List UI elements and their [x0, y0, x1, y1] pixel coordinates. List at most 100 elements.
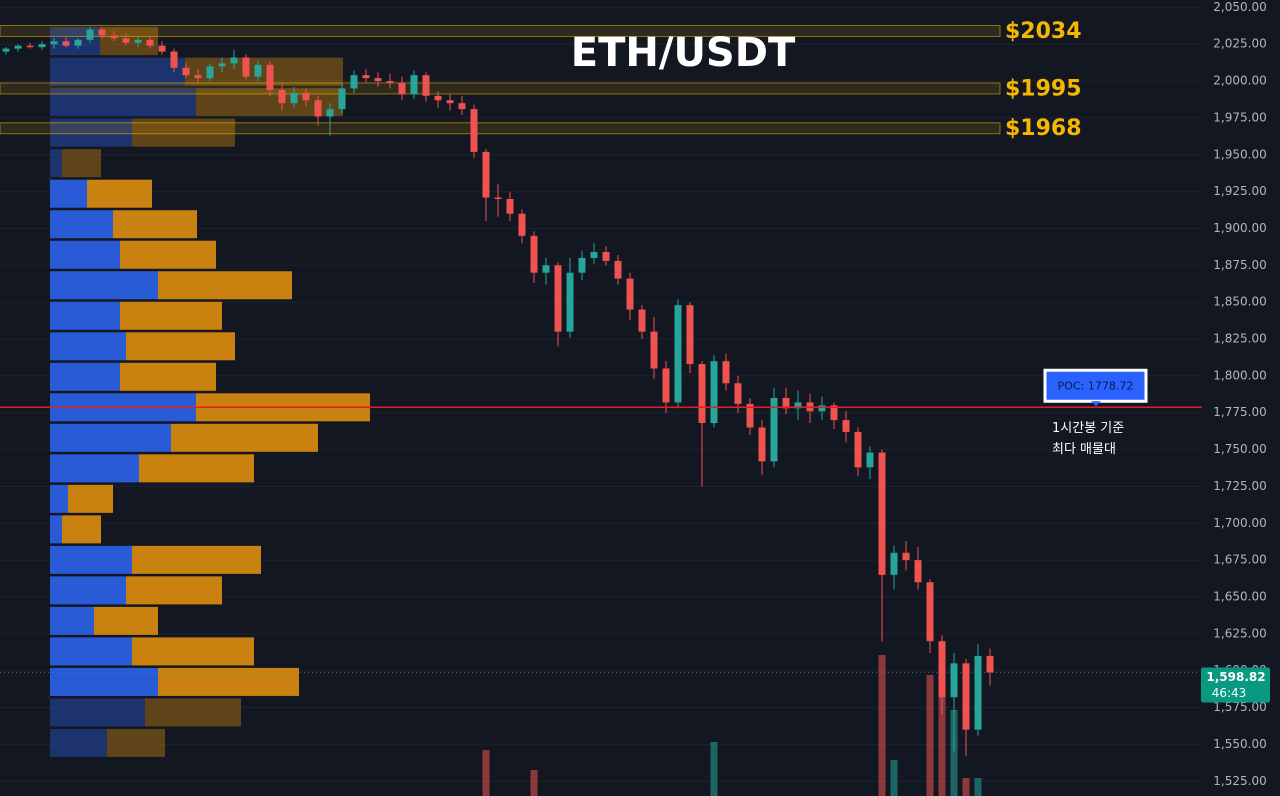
profile-sell	[62, 149, 101, 178]
candle-body	[110, 35, 118, 39]
profile-buy	[50, 332, 126, 361]
profile-buy	[50, 118, 132, 147]
candle-body	[302, 92, 310, 101]
profile-sell	[158, 271, 292, 300]
profile-buy	[50, 88, 196, 117]
candle-body	[470, 109, 478, 152]
y-tick-label: 2,050.00	[1213, 0, 1266, 14]
candle-body	[746, 403, 754, 428]
profile-sell	[145, 698, 241, 727]
poc-label: POC: 1778.72	[1058, 379, 1134, 392]
y-tick-label: 1,875.00	[1213, 258, 1266, 272]
profile-buy	[50, 728, 107, 757]
profile-sell	[132, 545, 261, 574]
volume-bar	[878, 655, 886, 796]
profile-buy	[50, 57, 185, 86]
level-zone	[0, 122, 1001, 135]
y-tick-label: 2,000.00	[1213, 74, 1266, 88]
profile-sell	[62, 515, 101, 544]
y-tick-label: 1,650.00	[1213, 590, 1266, 604]
annotation: 최다 매물대	[1052, 442, 1116, 457]
candle-body	[182, 67, 190, 76]
candle-body	[938, 641, 946, 698]
candle-body	[242, 57, 250, 77]
candle-body	[386, 81, 394, 83]
candle-body	[650, 331, 658, 369]
profile-buy	[50, 545, 132, 574]
profile-buy	[50, 423, 171, 452]
y-tick-label: 1,900.00	[1213, 221, 1266, 235]
candle-body	[38, 44, 46, 48]
candle-body	[446, 100, 454, 104]
countdown: 46:43	[1212, 686, 1247, 700]
y-tick-label: 1,975.00	[1213, 110, 1266, 124]
candle-body	[962, 663, 970, 730]
volume-bar	[710, 742, 718, 796]
candle-body	[554, 265, 562, 332]
profile-sell	[171, 423, 318, 452]
candle-body	[158, 45, 166, 52]
profile-sell	[107, 728, 165, 757]
y-tick-label: 1,950.00	[1213, 147, 1266, 161]
candle-body	[830, 405, 838, 421]
candle-body	[602, 252, 610, 261]
candle-body	[626, 278, 634, 310]
candle-body	[230, 57, 238, 64]
candle-body	[146, 39, 154, 46]
candle-body	[290, 92, 298, 104]
candle-body	[734, 383, 742, 404]
candle-body	[338, 88, 346, 110]
profile-sell	[87, 179, 152, 208]
candle-body	[122, 38, 130, 43]
level-zone	[0, 24, 1001, 37]
profile-buy	[50, 179, 87, 208]
y-tick-label: 1,725.00	[1213, 479, 1266, 493]
profile-sell	[94, 606, 158, 635]
candle-body	[86, 29, 94, 40]
candle-body	[770, 398, 778, 462]
candle-body	[350, 75, 358, 89]
profile-buy	[50, 515, 62, 544]
y-tick-label: 1,775.00	[1213, 405, 1266, 419]
candle-body	[794, 402, 802, 409]
profile-sell	[132, 637, 254, 666]
candle-body	[890, 552, 898, 575]
profile-buy	[50, 301, 120, 330]
candle-body	[866, 452, 874, 468]
y-tick-label: 1,625.00	[1213, 626, 1266, 640]
candle-body	[314, 100, 322, 117]
profile-sell	[113, 210, 197, 239]
level-label: $2034	[1005, 19, 1082, 44]
poc-pointer	[1091, 401, 1101, 407]
candle-body	[902, 552, 910, 561]
candle-body	[674, 305, 682, 403]
candle-body	[614, 260, 622, 279]
candle-body	[482, 151, 490, 198]
candle-body	[14, 45, 22, 49]
candle-body	[950, 663, 958, 698]
y-tick-label: 1,675.00	[1213, 553, 1266, 567]
candle-body	[722, 361, 730, 384]
candle-body	[74, 39, 82, 46]
candle-body	[686, 305, 694, 365]
candle-body	[494, 197, 502, 199]
profile-buy	[50, 454, 139, 483]
y-tick-label: 1,925.00	[1213, 184, 1266, 198]
candle-body	[710, 361, 718, 424]
profile-sell	[132, 118, 235, 147]
annotation: 1시간봉 기준	[1052, 421, 1124, 436]
candle-body	[818, 405, 826, 412]
candle-body	[914, 560, 922, 583]
y-tick-label: 1,850.00	[1213, 295, 1266, 309]
y-tick-label: 1,700.00	[1213, 516, 1266, 530]
volume-bar	[962, 778, 970, 796]
profile-buy	[50, 576, 126, 605]
levels: $2034 $1995 $1968	[0, 19, 1082, 141]
candle-body	[434, 95, 442, 101]
y-tick-label: 1,575.00	[1213, 700, 1266, 714]
volume-bar	[482, 750, 490, 796]
candle-body	[26, 45, 34, 48]
candle-body	[206, 66, 214, 79]
